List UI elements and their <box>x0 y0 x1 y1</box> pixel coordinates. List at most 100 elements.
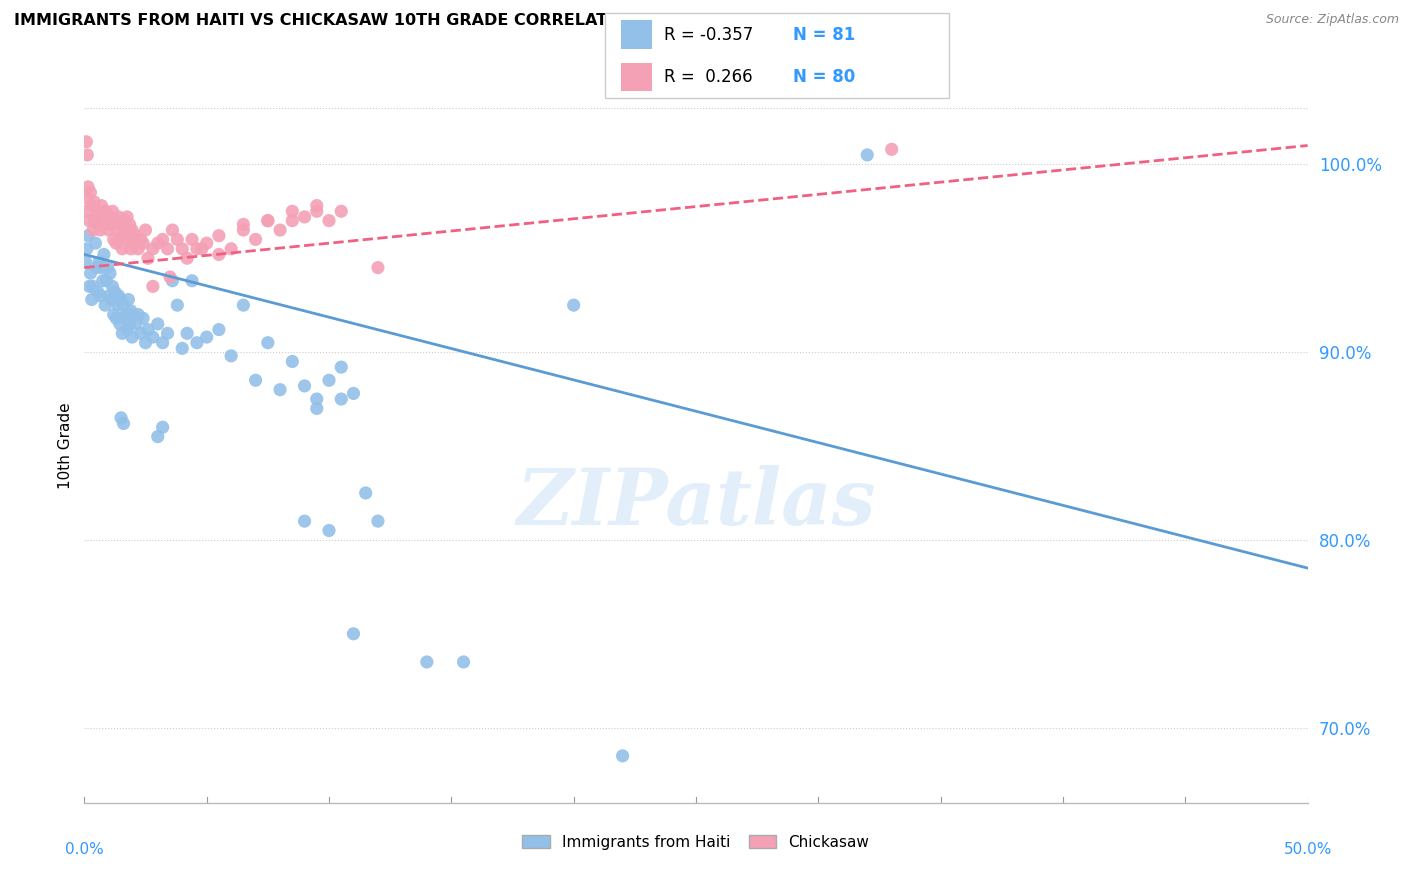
Point <box>96 218 118 232</box>
Point <box>232 298 254 312</box>
Point <box>115 322 138 336</box>
Point <box>142 330 165 344</box>
Point <box>90 199 112 213</box>
Point <box>181 232 204 246</box>
Point <box>91 274 114 288</box>
Point <box>87 218 110 232</box>
Point <box>83 194 105 209</box>
Point <box>86 204 108 219</box>
Point <box>122 308 145 322</box>
Point <box>84 210 107 224</box>
Point <box>90 260 112 275</box>
Point <box>181 274 204 288</box>
Point <box>87 285 110 299</box>
Point <box>125 228 148 243</box>
Text: R = -0.357: R = -0.357 <box>664 26 752 44</box>
Point <box>318 373 340 387</box>
Text: ZIPatlas: ZIPatlas <box>516 465 876 541</box>
Point <box>136 251 159 265</box>
Text: 0.0%: 0.0% <box>65 842 104 856</box>
Point <box>186 242 208 256</box>
Point <box>305 199 328 213</box>
Point <box>245 232 267 246</box>
Point <box>318 213 340 227</box>
Point <box>191 242 214 256</box>
Point <box>245 373 267 387</box>
Point <box>135 223 157 237</box>
Point <box>132 236 155 251</box>
Point <box>107 289 129 303</box>
Point <box>146 317 169 331</box>
Point <box>105 311 128 326</box>
Point <box>208 322 231 336</box>
Point <box>152 420 174 434</box>
Point <box>142 242 165 256</box>
Point <box>166 298 188 312</box>
Point <box>269 223 291 237</box>
Point <box>105 223 128 237</box>
Point <box>281 213 304 227</box>
Point <box>110 218 132 232</box>
Point <box>87 255 110 269</box>
Point <box>166 232 188 246</box>
Point <box>82 279 104 293</box>
Point <box>367 514 389 528</box>
Point <box>152 335 174 350</box>
Point <box>453 655 475 669</box>
Point <box>111 242 134 256</box>
Point <box>162 274 184 288</box>
Text: N = 81: N = 81 <box>793 26 855 44</box>
Point <box>120 242 142 256</box>
Point <box>257 213 280 227</box>
Point <box>77 279 100 293</box>
Point <box>127 242 149 256</box>
Point <box>83 213 105 227</box>
Point <box>101 279 124 293</box>
Point <box>152 232 174 246</box>
Text: R =  0.266: R = 0.266 <box>664 68 752 86</box>
Point <box>294 514 316 528</box>
Point <box>612 748 634 763</box>
Point <box>176 326 198 341</box>
Point <box>367 260 389 275</box>
Point <box>101 204 124 219</box>
Point <box>114 311 136 326</box>
Legend: Immigrants from Haiti, Chickasaw: Immigrants from Haiti, Chickasaw <box>516 829 876 855</box>
Point <box>208 247 231 261</box>
Point <box>880 142 903 156</box>
Text: N = 80: N = 80 <box>793 68 855 86</box>
Point <box>98 266 121 280</box>
Point <box>115 210 138 224</box>
Point <box>330 204 353 219</box>
Point <box>127 308 149 322</box>
Text: Source: ZipAtlas.com: Source: ZipAtlas.com <box>1265 13 1399 27</box>
Point <box>105 298 128 312</box>
Point <box>107 210 129 224</box>
Point <box>89 289 111 303</box>
Point <box>114 213 136 227</box>
Point <box>76 242 98 256</box>
Point <box>103 232 125 246</box>
Point <box>856 148 879 162</box>
Point <box>208 228 231 243</box>
Point <box>100 218 122 232</box>
Point <box>562 298 585 312</box>
Point <box>75 135 97 149</box>
Point <box>104 213 127 227</box>
Point <box>76 148 98 162</box>
Point <box>103 308 125 322</box>
Point <box>120 303 142 318</box>
Point <box>117 232 139 246</box>
Point <box>135 335 157 350</box>
Point <box>132 311 155 326</box>
Point <box>146 429 169 443</box>
Point <box>342 386 364 401</box>
Point <box>96 274 118 288</box>
Point <box>115 308 138 322</box>
Point <box>97 289 120 303</box>
Point <box>269 383 291 397</box>
Point <box>118 218 141 232</box>
Point <box>416 655 439 669</box>
Point <box>112 417 135 431</box>
Point <box>305 392 328 406</box>
